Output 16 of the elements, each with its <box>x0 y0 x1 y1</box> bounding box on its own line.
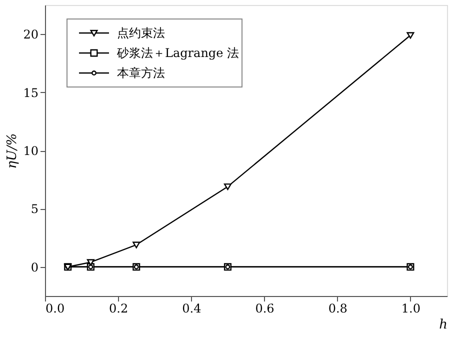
x-tick-label: 0.4 <box>182 302 202 316</box>
x-tick-label: 0.6 <box>255 302 274 316</box>
y-tick-label: 15 <box>23 86 38 100</box>
x-tick-label: 0.0 <box>46 302 65 316</box>
y-tick-label: 10 <box>23 144 38 158</box>
x-axis-title: h <box>439 318 448 332</box>
x-tick-label: 1.0 <box>401 302 420 316</box>
legend-label: 砂浆法＋Lagrange 法 <box>116 46 240 60</box>
y-tick-label: 5 <box>30 202 38 216</box>
y-tick-label: 20 <box>23 28 38 42</box>
legend-label: 点约束法 <box>117 26 165 40</box>
x-tick-label: 0.8 <box>328 302 348 316</box>
y-axis-title: ηU/% <box>5 133 20 169</box>
y-tick-label: 0 <box>30 260 38 274</box>
x-tick-label: 0.2 <box>109 302 128 316</box>
legend-label: 本章方法 <box>117 66 165 80</box>
